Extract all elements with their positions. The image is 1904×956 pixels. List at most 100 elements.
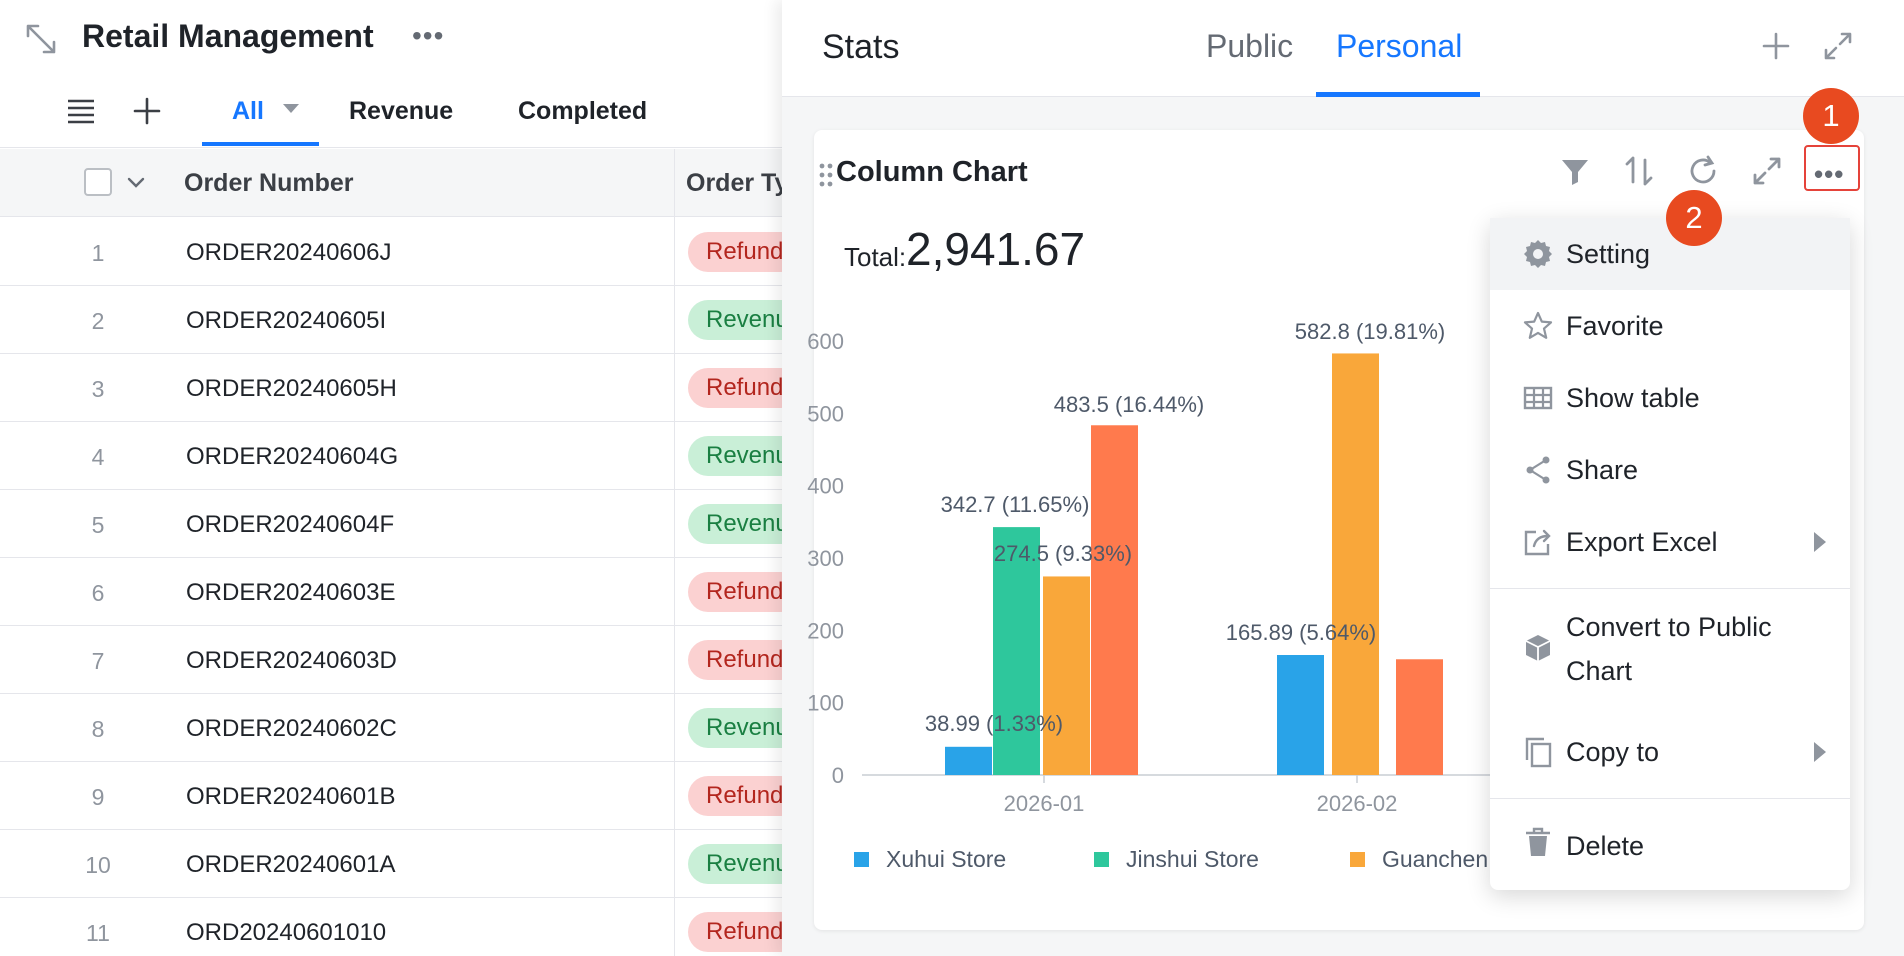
order-number-cell[interactable]: ORDER20240603D	[186, 647, 397, 674]
star-icon	[1523, 311, 1553, 339]
fullscreen-icon[interactable]	[1750, 154, 1784, 188]
legend-label: Guanchen	[1382, 846, 1488, 872]
chevron-right-icon	[1814, 742, 1826, 762]
legend-swatch	[854, 852, 869, 867]
tab-all[interactable]: All	[232, 97, 264, 125]
add-chart-icon[interactable]	[1760, 30, 1792, 62]
x-tick-label: 2026-02	[1317, 791, 1398, 816]
x-tick-label: 2026-01	[1004, 791, 1085, 816]
row-number: 5	[91, 512, 105, 538]
stats-header: Stats Public Personal	[782, 0, 1904, 97]
data-label: 165.89 (5.64%)	[1226, 620, 1376, 645]
order-number-cell[interactable]: ORDER20240606J	[186, 239, 392, 266]
row-number: 8	[91, 716, 105, 742]
select-all-checkbox[interactable]	[84, 168, 112, 196]
data-label: 483.5 (16.44%)	[1054, 392, 1204, 417]
y-tick-label: 600	[807, 329, 844, 354]
legend-swatch	[1350, 852, 1365, 867]
tab-revenue[interactable]: Revenue	[349, 97, 454, 125]
view-bar	[0, 80, 790, 148]
more-icon[interactable]: •••	[412, 20, 445, 51]
app-title: Retail Management	[82, 18, 374, 54]
y-tick-label: 300	[807, 546, 844, 571]
add-view-icon[interactable]	[132, 96, 162, 126]
order-number-cell[interactable]: ORDER20240605I	[186, 307, 387, 334]
table-row[interactable]: 2 ORDER20240605I Revenue	[0, 286, 821, 354]
tab-public[interactable]: Public	[1206, 28, 1294, 64]
order-number-cell[interactable]: ORDER20240605H	[186, 375, 397, 402]
table-row[interactable]: 5 ORDER20240604F Revenue	[0, 490, 821, 558]
chart-more-button[interactable]: •••	[1804, 145, 1860, 191]
order-number-cell[interactable]: ORDER20240604G	[186, 443, 399, 470]
table-row[interactable]: 10 ORDER20240601A Revenue	[0, 830, 821, 898]
row-number: 9	[91, 784, 105, 810]
list-icon[interactable]	[66, 96, 96, 126]
expand-icon[interactable]	[1822, 30, 1854, 62]
table-icon	[1523, 386, 1553, 410]
table-row[interactable]: 7 ORDER20240603D Refund	[0, 626, 802, 694]
menu-item-favorite[interactable]: Favorite	[1490, 290, 1850, 362]
filter-icon[interactable]	[1558, 154, 1592, 188]
menu-item-show-table[interactable]: Show table	[1490, 362, 1850, 434]
step-badge-2: 2	[1666, 190, 1722, 246]
table-view: Retail Management ••• All Revenue Comple…	[0, 0, 821, 956]
row-number: 10	[85, 852, 111, 878]
menu-divider	[1490, 588, 1850, 589]
cube-icon	[1525, 635, 1551, 661]
menu-label-show-table: Show table	[1566, 383, 1700, 413]
table-row[interactable]: 1 ORDER20240606J Refund	[0, 218, 802, 286]
collapse-icon[interactable]	[24, 22, 58, 56]
sort-icon[interactable]	[1622, 154, 1656, 188]
refresh-icon[interactable]	[1686, 154, 1720, 188]
bar	[1396, 659, 1443, 775]
column-header-order-number[interactable]: Order Number	[184, 169, 354, 197]
export-icon	[1524, 529, 1551, 556]
active-tab-indicator	[1316, 92, 1480, 97]
order-number-cell[interactable]: ORDER20240603E	[186, 579, 396, 606]
bar	[1277, 655, 1324, 775]
tab-personal[interactable]: Personal	[1336, 28, 1463, 64]
data-label: 342.7 (11.65%)	[941, 492, 1090, 517]
chevron-down-icon[interactable]	[126, 172, 146, 192]
trash-icon	[1526, 827, 1550, 856]
copy-icon	[1525, 737, 1552, 768]
chart-title: Column Chart	[836, 156, 1028, 188]
order-number-cell[interactable]: ORDER20240604F	[186, 511, 395, 538]
order-number-cell[interactable]: ORDER20240601A	[186, 851, 396, 878]
order-number-cell[interactable]: ORD20240601010	[186, 919, 387, 946]
row-number: 1	[91, 240, 105, 266]
table-row[interactable]: 9 ORDER20240601B Refund	[0, 762, 802, 830]
chevron-right-icon	[1814, 532, 1826, 552]
column-header-order-type[interactable]: Order Ty	[686, 169, 789, 197]
table-header	[0, 149, 790, 217]
menu-item-copy-to[interactable]: Copy to	[1490, 716, 1850, 788]
table-row[interactable]: 6 ORDER20240603E Refund	[0, 558, 802, 626]
row-number: 7	[91, 648, 105, 674]
menu-label-convert-public: Convert to Public	[1566, 612, 1772, 642]
table-row[interactable]: 11 ORD20240601010 Refund	[0, 898, 802, 956]
table-row[interactable]: 4 ORDER20240604G Revenue	[0, 422, 821, 490]
drag-handle-icon[interactable]	[818, 162, 834, 188]
menu-item-share[interactable]: Share	[1490, 434, 1850, 506]
menu-label-share: Share	[1566, 455, 1639, 485]
row-number: 2	[91, 308, 105, 334]
share-icon	[1526, 456, 1550, 484]
menu-item-convert-public[interactable]: Convert to Public Chart	[1490, 598, 1850, 698]
menu-label-delete: Delete	[1566, 831, 1645, 861]
menu-label-favorite: Favorite	[1566, 311, 1664, 341]
order-number-cell[interactable]: ORDER20240602C	[186, 715, 397, 742]
more-icon: •••	[1814, 159, 1845, 189]
menu-item-delete[interactable]: Delete	[1490, 808, 1850, 880]
total-label: Total:	[844, 242, 907, 272]
table-row[interactable]: 3 ORDER20240605H Refund	[0, 354, 802, 422]
chart-context-menu: Setting 2 Favorite Show table Share Expo…	[1490, 190, 1850, 890]
row-number: 6	[91, 580, 105, 606]
data-label: 38.99 (1.33%)	[925, 711, 1063, 736]
menu-item-export-excel[interactable]: Export Excel	[1490, 506, 1850, 578]
chevron-down-icon[interactable]	[283, 104, 299, 113]
order-number-cell[interactable]: ORDER20240601B	[186, 783, 396, 810]
legend-label: Xuhui Store	[886, 846, 1006, 872]
row-number: 11	[86, 920, 110, 946]
tab-completed[interactable]: Completed	[518, 97, 648, 125]
table-row[interactable]: 8 ORDER20240602C Revenue	[0, 694, 821, 762]
